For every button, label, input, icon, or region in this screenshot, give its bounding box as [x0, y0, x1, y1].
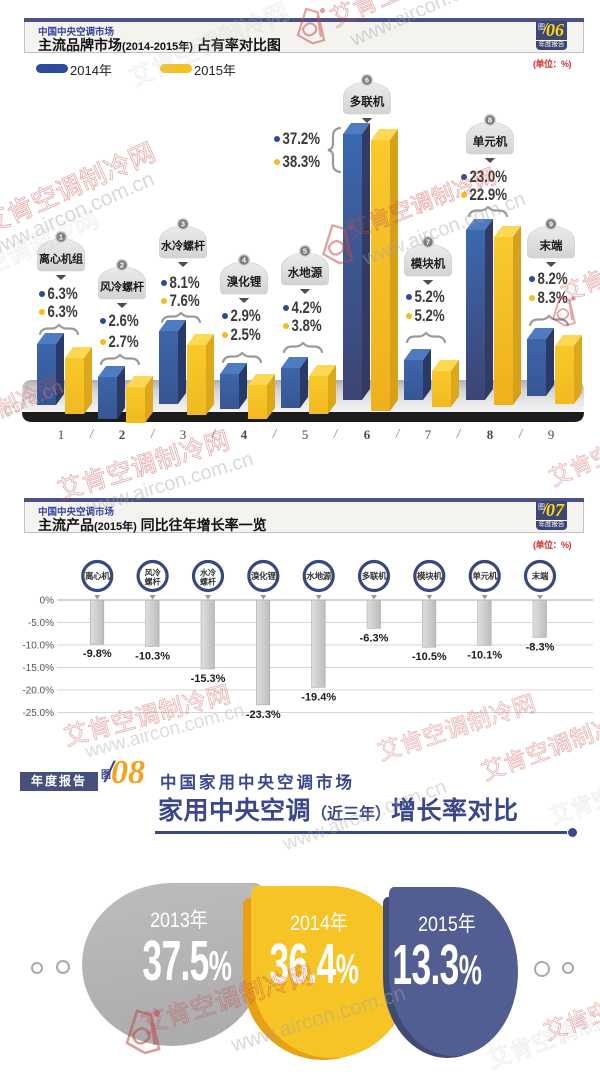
svg-text:/: /	[211, 427, 217, 441]
svg-text:-10.1%: -10.1%	[467, 650, 502, 662]
svg-text:9: 9	[548, 427, 555, 442]
svg-text:/: /	[89, 427, 95, 441]
svg-text:38.3%: 38.3%	[283, 153, 321, 172]
svg-text:单元机: 单元机	[472, 571, 497, 581]
svg-text:水冷: 水冷	[199, 568, 216, 578]
svg-text:-10.5%: -10.5%	[412, 651, 447, 663]
svg-text:末端: 末端	[540, 239, 563, 253]
svg-text:4.2%: 4.2%	[292, 299, 323, 318]
svg-text:水地源: 水地源	[305, 571, 331, 581]
svg-text:6: 6	[364, 427, 371, 442]
svg-text:22.9%: 22.9%	[470, 186, 508, 205]
svg-text:/: /	[395, 427, 401, 441]
svg-text:-15.3%: -15.3%	[191, 673, 226, 685]
svg-text:8.2%: 8.2%	[538, 270, 569, 289]
svg-text:1: 1	[58, 427, 65, 442]
svg-text:水地源: 水地源	[288, 266, 323, 280]
svg-text:7: 7	[425, 427, 432, 442]
svg-text:-6.3%: -6.3%	[360, 632, 389, 644]
svg-text:2.7%: 2.7%	[109, 333, 140, 352]
svg-text:模块机: 模块机	[411, 257, 446, 271]
svg-text:3: 3	[180, 427, 187, 442]
svg-text:5.2%: 5.2%	[415, 288, 446, 307]
svg-text:2.5%: 2.5%	[231, 326, 262, 345]
svg-text:9: 9	[549, 220, 553, 229]
svg-text:3.8%: 3.8%	[292, 317, 323, 336]
svg-text:4: 4	[242, 256, 247, 265]
svg-text:-23.3%: -23.3%	[246, 709, 281, 721]
svg-text:-5.0%: -5.0%	[28, 618, 54, 629]
svg-text:末端: 末端	[531, 571, 549, 581]
svg-text:/: /	[333, 427, 339, 441]
svg-text:-10.3%: -10.3%	[135, 650, 170, 662]
svg-text:溴化锂: 溴化锂	[227, 275, 262, 289]
svg-text:6.3%: 6.3%	[48, 303, 79, 322]
svg-text:2: 2	[120, 261, 124, 270]
svg-text:5: 5	[303, 247, 307, 256]
svg-text:螺杆: 螺杆	[200, 577, 216, 587]
svg-text:模块机: 模块机	[417, 571, 442, 581]
svg-text:风冷螺杆: 风冷螺杆	[100, 280, 144, 294]
svg-text:离心机组: 离心机组	[39, 252, 83, 266]
svg-text:/: /	[272, 427, 278, 441]
svg-text:7: 7	[426, 238, 430, 247]
svg-text:/: /	[150, 427, 156, 441]
svg-text:23.0%: 23.0%	[470, 168, 508, 187]
svg-text:风冷: 风冷	[145, 568, 161, 578]
svg-text:2.9%: 2.9%	[231, 307, 262, 326]
svg-text:-19.4%: -19.4%	[301, 691, 336, 703]
svg-text:-20.0%: -20.0%	[22, 686, 54, 697]
svg-text:5: 5	[302, 427, 309, 442]
svg-text:单元机: 单元机	[473, 135, 508, 149]
svg-text:0%: 0%	[40, 596, 55, 607]
svg-text:多联机: 多联机	[350, 95, 385, 109]
svg-text:-10.0%: -10.0%	[22, 641, 54, 652]
svg-text:5.2%: 5.2%	[415, 307, 446, 326]
svg-text:/: /	[518, 427, 524, 441]
svg-text:离心机: 离心机	[85, 571, 110, 581]
svg-text:8.3%: 8.3%	[538, 289, 569, 308]
svg-text:4: 4	[241, 427, 248, 442]
svg-text:8: 8	[487, 427, 494, 442]
svg-text:-8.3%: -8.3%	[526, 641, 555, 653]
svg-text:8: 8	[488, 116, 492, 125]
svg-text:2: 2	[119, 427, 126, 442]
svg-text:-25.0%: -25.0%	[22, 708, 54, 719]
svg-text:6: 6	[365, 76, 369, 85]
svg-text:8.1%: 8.1%	[170, 274, 201, 293]
svg-text:水冷螺杆: 水冷螺杆	[161, 239, 205, 253]
svg-text:螺杆: 螺杆	[145, 577, 161, 587]
svg-text:多联机: 多联机	[362, 571, 387, 581]
svg-text:2.6%: 2.6%	[109, 312, 140, 331]
svg-text:/: /	[456, 427, 462, 441]
svg-text:-9.8%: -9.8%	[83, 648, 112, 660]
svg-text:37.2%: 37.2%	[283, 130, 321, 149]
svg-text:7.6%: 7.6%	[170, 292, 201, 311]
svg-text:溴化锂: 溴化锂	[251, 571, 276, 581]
svg-text:-15.0%: -15.0%	[22, 663, 54, 674]
svg-text:6.3%: 6.3%	[48, 285, 79, 304]
svg-text:1: 1	[59, 233, 63, 242]
svg-text:3: 3	[181, 220, 185, 229]
